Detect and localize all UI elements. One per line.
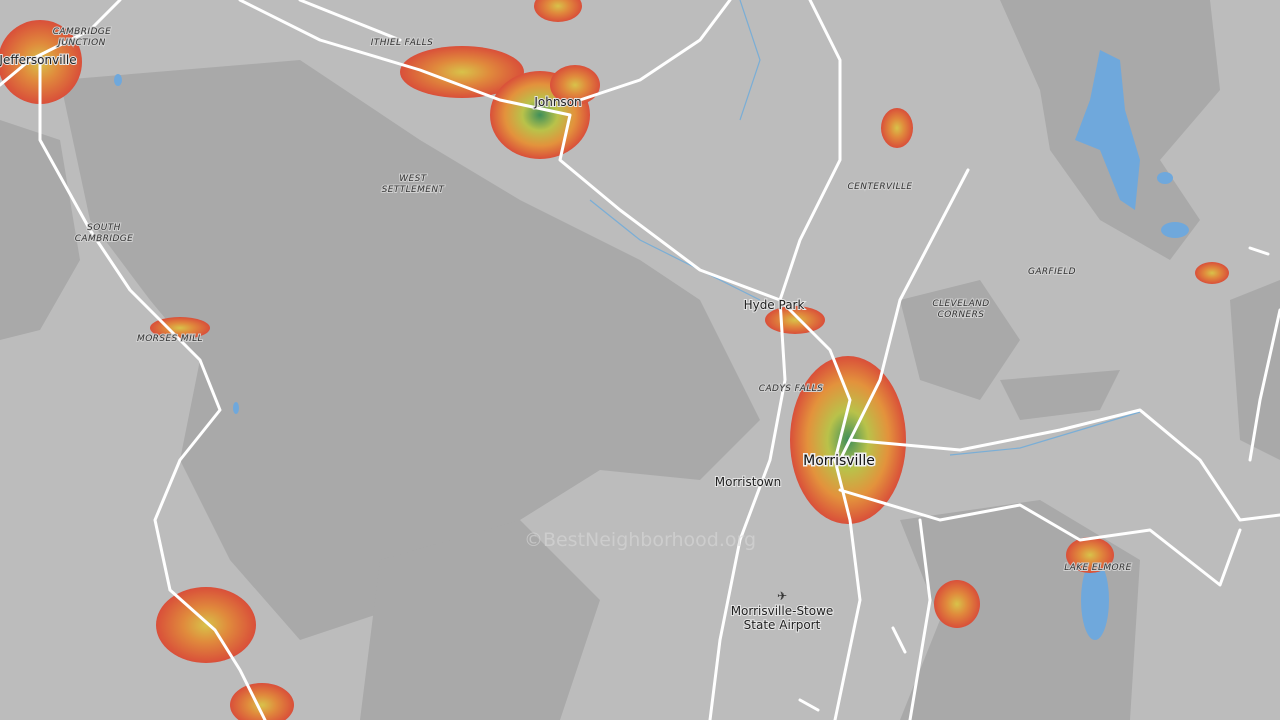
place-label: ITHIEL FALLS	[371, 38, 433, 48]
label-line: Morrisville-Stowe	[731, 604, 834, 618]
label-line: CAMBRIDGE	[53, 27, 111, 37]
place-label: WEST SETTLEMENT	[382, 174, 446, 195]
place-label: Johnson	[533, 95, 581, 109]
place-label: CLEVELAND CORNERS	[932, 299, 989, 320]
place-label: MORSES MILL	[137, 334, 203, 344]
water	[114, 0, 1189, 640]
label-line: State Airport	[744, 618, 821, 632]
label-line: SETTLEMENT	[382, 185, 446, 195]
place-label: CADYS FALLS	[759, 384, 823, 394]
label-line: SOUTH	[87, 223, 121, 233]
place-label: Morrisville-Stowe State Airport	[731, 604, 834, 632]
airport-icon: ✈	[777, 589, 787, 603]
watermark: ©BestNeighborhood.org	[524, 529, 756, 551]
place-label: Jeffersonville	[0, 53, 77, 67]
place-label: Morrisville	[803, 453, 875, 469]
label-line: WEST	[399, 174, 427, 184]
label-line: CLEVELAND	[932, 299, 989, 309]
place-label: SOUTH CAMBRIDGE	[75, 223, 133, 244]
label-line: CORNERS	[938, 310, 985, 320]
place-label: CENTERVILLE	[847, 182, 912, 192]
place-label: GARFIELD	[1028, 267, 1076, 277]
place-label: Morristown	[715, 475, 781, 489]
place-label: CAMBRIDGE JUNCTION	[53, 27, 111, 48]
label-line: CAMBRIDGE	[75, 234, 133, 244]
label-line: JUNCTION	[56, 38, 105, 48]
heatmap	[0, 0, 1229, 720]
place-label: LAKE ELMORE	[1064, 563, 1132, 573]
place-label: Hyde Park	[744, 298, 805, 312]
